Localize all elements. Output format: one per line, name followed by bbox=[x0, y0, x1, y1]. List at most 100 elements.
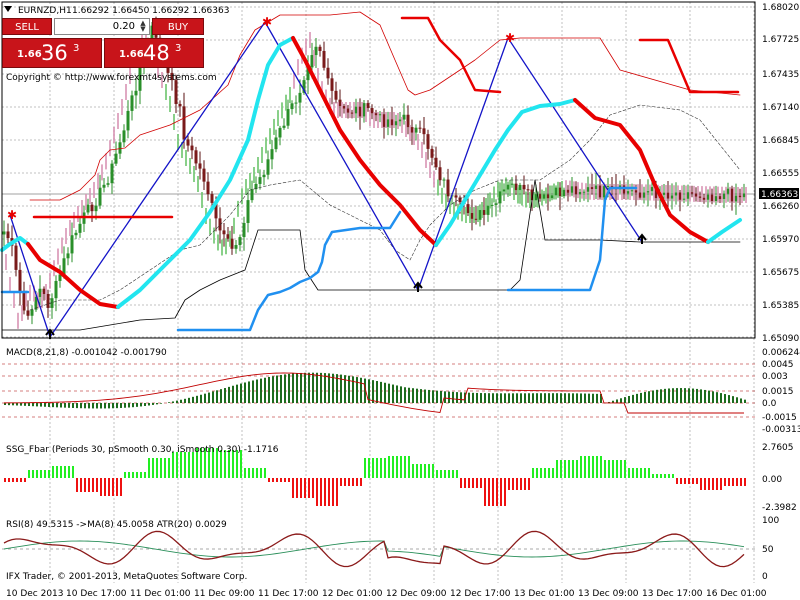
ssg-bar bbox=[424, 464, 426, 478]
smoothed-bar bbox=[241, 188, 243, 205]
x-tick: 11 Dec 09:00 bbox=[194, 589, 255, 599]
candle-body bbox=[402, 114, 406, 120]
macd-bar bbox=[540, 393, 542, 403]
candle-body bbox=[34, 296, 38, 310]
smoothed-bar bbox=[689, 185, 691, 202]
ssg-bar bbox=[660, 474, 662, 478]
sell-button[interactable]: SELL bbox=[2, 18, 52, 35]
macd-bar bbox=[256, 379, 258, 403]
smoothed-bar bbox=[405, 121, 407, 137]
blue-step-line bbox=[506, 186, 638, 292]
candle-body bbox=[42, 288, 46, 294]
macd-bar bbox=[172, 401, 174, 403]
candle-body bbox=[302, 80, 306, 93]
candle-body bbox=[350, 112, 354, 114]
ssg-bar bbox=[88, 478, 90, 492]
ssg-bar bbox=[372, 458, 374, 478]
ssg-bar bbox=[272, 478, 274, 482]
macd-bar bbox=[624, 397, 626, 403]
macd-bar bbox=[188, 397, 190, 403]
smoothed-bar bbox=[81, 200, 83, 216]
buy-price-button[interactable]: 1.66 48 3 bbox=[104, 38, 204, 68]
macd-bar bbox=[108, 403, 110, 409]
smoothed-bar bbox=[633, 184, 635, 201]
y-tick-macd: 0.0045 bbox=[762, 360, 794, 370]
ssg-bar bbox=[220, 450, 222, 478]
macd-bar bbox=[320, 372, 322, 403]
smoothed-bar bbox=[177, 134, 179, 150]
current-price-tag: 1.66363 bbox=[759, 188, 799, 200]
ssg-bar bbox=[296, 478, 298, 498]
ssg-bar bbox=[224, 450, 226, 478]
ssg-bar bbox=[172, 452, 174, 478]
ssg-bar bbox=[240, 450, 242, 478]
ssg-bar bbox=[328, 478, 330, 506]
candle-body bbox=[426, 134, 430, 149]
smoothed-bar bbox=[661, 184, 663, 201]
macd-bar bbox=[56, 403, 58, 408]
macd-bar bbox=[444, 391, 446, 403]
macd-bar bbox=[600, 393, 602, 403]
ssg-bar bbox=[120, 478, 122, 496]
ssg-bar bbox=[520, 478, 522, 490]
macd-bar bbox=[728, 395, 730, 403]
candle-body bbox=[46, 293, 50, 308]
macd-bar bbox=[668, 388, 670, 403]
smoothed-bar bbox=[169, 96, 171, 112]
smoothed-bar bbox=[669, 185, 671, 202]
candle-body bbox=[74, 232, 78, 236]
candle-body bbox=[510, 183, 514, 185]
macd-bar bbox=[84, 403, 86, 409]
smoothed-bar bbox=[341, 102, 343, 118]
smoothed-bar bbox=[17, 312, 19, 329]
ssg-bar bbox=[108, 478, 110, 496]
candle-body bbox=[70, 235, 74, 254]
ssg-bar bbox=[244, 468, 246, 478]
header-dropdown-icon[interactable] bbox=[4, 6, 12, 12]
smoothed-bar bbox=[57, 248, 59, 265]
support-line bbox=[1, 179, 741, 331]
ssg-bar bbox=[380, 458, 382, 478]
lot-size-input[interactable]: 0.20 ▲ ▼ bbox=[54, 18, 150, 35]
candle-body bbox=[326, 67, 330, 79]
candle-body bbox=[186, 139, 190, 146]
ssg-bar bbox=[556, 460, 558, 478]
smoothed-bar bbox=[145, 27, 147, 44]
sell-price-button[interactable]: 1.66 36 3 bbox=[2, 38, 102, 68]
candle-body bbox=[474, 218, 478, 220]
macd-bar bbox=[328, 373, 330, 403]
macd-bar bbox=[488, 393, 490, 403]
lot-spinner-icon[interactable]: ▲ ▼ bbox=[140, 19, 146, 33]
smoothed-bar bbox=[285, 94, 287, 111]
ssg-bar bbox=[416, 464, 418, 478]
candle-body bbox=[118, 142, 122, 154]
candle-body bbox=[358, 106, 362, 117]
ssg-bar bbox=[680, 478, 682, 484]
smoothed-bar bbox=[201, 192, 203, 208]
smoothed-bar bbox=[389, 112, 391, 128]
ssg-bar bbox=[496, 478, 498, 506]
candle-body bbox=[582, 191, 586, 193]
macd-bar bbox=[508, 393, 510, 403]
ssg-bar bbox=[640, 468, 642, 478]
smoothed-bar bbox=[461, 205, 463, 222]
smoothed-bar bbox=[9, 277, 11, 293]
smoothed-ma-cyan bbox=[706, 218, 742, 244]
macd-bar bbox=[664, 388, 666, 403]
candle-body bbox=[406, 114, 410, 128]
ssg-bar bbox=[188, 452, 190, 478]
macd-bar bbox=[16, 403, 18, 406]
x-tick: 13 Dec 09:00 bbox=[578, 589, 639, 599]
ssg-bar bbox=[692, 478, 694, 484]
macd-bar bbox=[736, 397, 738, 403]
ssg-bar bbox=[252, 468, 254, 478]
smoothed-bar bbox=[121, 99, 123, 115]
macd-bar bbox=[128, 403, 130, 408]
buy-button[interactable]: BUY bbox=[152, 18, 204, 35]
smoothed-bar bbox=[433, 171, 435, 188]
ssg-bar bbox=[532, 468, 534, 478]
smoothed-bar bbox=[709, 186, 711, 203]
smoothed-bar bbox=[729, 186, 731, 203]
ssg-bar bbox=[92, 478, 94, 492]
ssg-bar bbox=[232, 450, 234, 478]
